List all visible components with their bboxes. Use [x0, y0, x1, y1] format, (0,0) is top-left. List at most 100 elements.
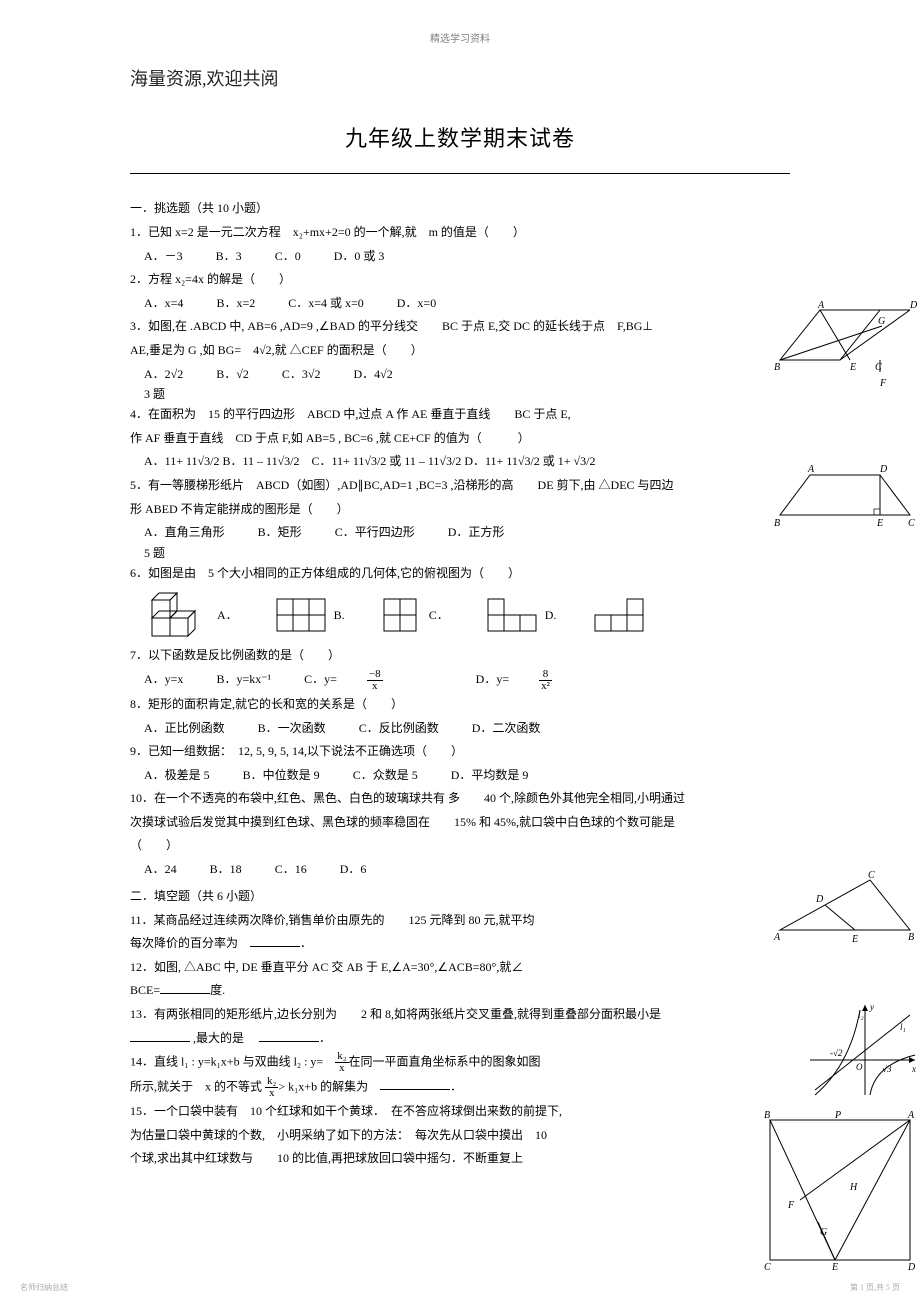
- fig-q3-A: A: [817, 300, 825, 311]
- fig-q11-C: C: [868, 870, 875, 881]
- q12-line2: BCE= 度.: [130, 980, 790, 1002]
- q2-optC: C．x=4 或 x=0: [288, 293, 364, 315]
- q2-options: A．x=4 B．x=2 C．x=4 或 x=0 D．x=0: [130, 293, 790, 315]
- q11-line1: 11．某商品经过连续两次降价,销售单价由原先的 125 元降到 80 元,就平均: [130, 910, 790, 932]
- fig-q3-E: E: [849, 362, 856, 373]
- fig-q14-l1: l₁: [900, 1022, 906, 1032]
- q14-line1: 14．直线 l₁ : y=k₁x+b 与双曲线 l₂ : y= k₂x在同一平面…: [130, 1051, 790, 1074]
- q13-line2: ,最大的是 ．: [130, 1028, 790, 1050]
- figure-q14: y x O -√2 √3 l₁ l₂: [800, 1000, 920, 1100]
- q10-line2: 次摸球试验后发觉其中摸到红色球、黑色球的频率稳固在 15% 和 45%,就口袋中…: [130, 812, 790, 834]
- q7-optB: B．y=kx⁻¹: [216, 669, 271, 691]
- q8-optB: B．一次函数: [258, 718, 326, 740]
- sub-header: 海量资源,欢迎共阅: [130, 65, 790, 91]
- section1-title: 一．挑选题（共 10 小题）: [130, 199, 790, 216]
- q3-ref: 3 题: [130, 385, 790, 402]
- q1-options: A．－3 B．3 C．0 D．0 或 3: [130, 246, 790, 268]
- q15-line3: 个球,求出其中红球数与 10 的比值,再把球放回口袋中摇匀．不断重复上: [130, 1148, 790, 1170]
- q12-line2-post: 度.: [210, 983, 225, 997]
- q4-line1: 4．在面积为 15 的平行四边形 ABCD 中,过点 A 作 AE 垂直于直线 …: [130, 404, 790, 426]
- q2-optD: D．x=0: [397, 293, 436, 315]
- fig-q3-C: C: [875, 362, 882, 373]
- q13-blank1: [130, 1029, 190, 1042]
- q1-optB: B．3: [216, 246, 242, 268]
- q3-options: A．2√2 B．√2 C．3√2 D．4√2: [130, 364, 790, 386]
- fig-q11-E: E: [851, 934, 858, 945]
- q14-line1-post: 在同一平面直角坐标系中的图象如图: [349, 1054, 541, 1068]
- q5-optD: D．正方形: [448, 522, 505, 544]
- q6-labD: D.: [545, 605, 557, 627]
- fig-q15-F: F: [787, 1200, 795, 1211]
- q6-optD-grid-icon: [593, 597, 645, 635]
- top-note: 精选学习资料: [130, 30, 790, 45]
- q3-optA: A．2√2: [144, 364, 183, 386]
- q2-optB: B．x=2: [216, 293, 255, 315]
- q7-optA: A．y=x: [144, 669, 183, 691]
- q4-options: A．11+ 11√3/2 B．11 – 11√3/2 C．11+ 11√3/2 …: [130, 451, 790, 473]
- fig-q14-x: x: [911, 1064, 916, 1074]
- q7-optD-den: x²: [539, 681, 552, 692]
- q9-optD: D．平均数是 9: [451, 765, 529, 787]
- q2-text: 2．方程 x₂=4x 的解是（ ）: [130, 269, 790, 291]
- q15-line2: 为估量口袋中黄球的个数, 小明采纳了如下的方法： 每次先从口袋中摸出 10: [130, 1125, 790, 1147]
- q11-blank: [250, 934, 300, 947]
- q13-line1: 13．有两张相同的矩形纸片,边长分别为 2 和 8,如将两张纸片交叉重叠,就得到…: [130, 1004, 790, 1026]
- q14-line2: 所示,就关于 x 的不等式 k₂x> k₁x+b 的解集为 ．: [130, 1076, 790, 1099]
- q5-options: A．直角三角形 B．矩形 C．平行四边形 D．正方形: [130, 522, 790, 544]
- fig-q14-pos: √3: [882, 1064, 892, 1074]
- q6-labA: A．: [217, 605, 238, 627]
- q3-line1: 3．如图,在 .ABCD 中, AB=6 ,AD=9 ,∠BAD 的平分线交 B…: [130, 316, 790, 338]
- fig-q11-D: D: [815, 894, 824, 905]
- figure-q3: A D B E C F G: [750, 300, 920, 390]
- q8-optD: D．二次函数: [472, 718, 541, 740]
- q5-optA: A．直角三角形: [144, 522, 225, 544]
- footer-left: 名师归纳总结: [20, 1282, 68, 1293]
- fig-q11-B: B: [908, 932, 914, 943]
- q8-text: 8．矩形的面积肯定,就它的长和宽的关系是（ ）: [130, 694, 790, 716]
- q10-options: A．24 B．18 C．16 D．6: [130, 859, 790, 881]
- fig-q3-B: B: [774, 362, 780, 373]
- q6-labC: C．: [429, 605, 449, 627]
- q5-line1: 5．有一等腰梯形纸片 ABCD（如图）,AD∥BC,AD=1 ,BC=3 ,沿梯…: [130, 475, 790, 497]
- q9-optA: A．极差是 5: [144, 765, 210, 787]
- section2-title: 二．填空题（共 6 小题）: [130, 887, 790, 904]
- q7-optD-pre: D．y=: [476, 669, 509, 691]
- q10-optB: B．18: [210, 859, 242, 881]
- q1-optC: C．0: [275, 246, 301, 268]
- title-divider: [130, 173, 790, 174]
- fig-q14-l2a: l₂: [858, 1010, 864, 1020]
- q1-optA: A．－3: [144, 246, 183, 268]
- q7-optC: C．y=−8x: [304, 669, 443, 692]
- figure-q15: B A P C D E F G H: [750, 1110, 920, 1270]
- q7-optC-den: x: [367, 681, 383, 692]
- fig-q15-B: B: [764, 1110, 770, 1121]
- q12-line2-pre: BCE=: [130, 983, 160, 997]
- q3-optC: C．3√2: [282, 364, 321, 386]
- q6-geometry-icon: [144, 588, 214, 643]
- q14-line2-post: ．: [450, 1079, 462, 1093]
- q14-line2-den: x: [265, 1088, 278, 1099]
- q5-optB: B．矩形: [258, 522, 302, 544]
- q11-line2: 每次降价的百分率为 ．: [130, 933, 790, 955]
- q5-line2: 形 ABED 不肯定能拼成的图形是（ ）: [130, 499, 790, 521]
- q8-optC: C．反比例函数: [359, 718, 439, 740]
- q7-options: A．y=x B．y=kx⁻¹ C．y=−8x D．y=8x²: [130, 669, 790, 692]
- q10-line3: （ ）: [130, 835, 790, 857]
- q13-blank2: [259, 1029, 319, 1042]
- q10-line1: 10．在一个不透亮的布袋中,红色、黑色、白色的玻璃球共有 多 40 个,除颜色外…: [130, 788, 790, 810]
- q9-optB: B．中位数是 9: [243, 765, 320, 787]
- q9-text: 9．已知一组数据： 12, 5, 9, 5, 14,以下说法不正确选项（ ）: [130, 741, 790, 763]
- fig-q15-D: D: [907, 1262, 916, 1270]
- q6-labB: B.: [334, 605, 345, 627]
- fig-q14-neg: -√2: [830, 1048, 843, 1058]
- q14-line1-den: x: [335, 1063, 348, 1074]
- fig-q5-C: C: [908, 518, 915, 529]
- figure-q5: A D B E C: [770, 460, 920, 530]
- fig-q3-F: F: [879, 378, 887, 389]
- main-title: 九年级上数学期末试卷: [130, 121, 790, 153]
- q11-line2-text: 每次降价的百分率为: [130, 936, 250, 950]
- q9-optC: C．众数是 5: [353, 765, 418, 787]
- q1-text: 1．已知 x=2 是一元二次方程 x₂+mx+2=0 的一个解,就 m 的值是（…: [130, 222, 790, 244]
- fig-q5-B: B: [774, 518, 780, 529]
- q3-optD: D．4√2: [353, 364, 392, 386]
